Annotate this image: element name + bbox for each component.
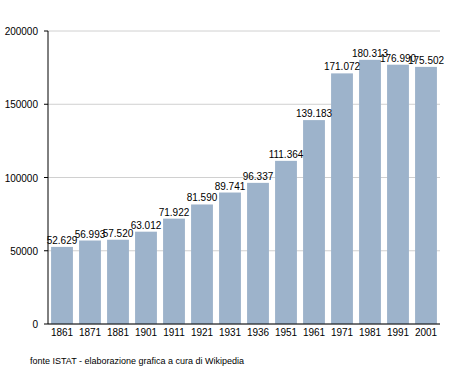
y-tick bbox=[44, 250, 48, 251]
y-tick bbox=[44, 104, 48, 105]
grid-line bbox=[48, 31, 440, 32]
chart: 0 50000 100000 150000 200000 1861 1871 1881 1901… bbox=[0, 0, 455, 373]
data-label: 57.520 bbox=[103, 228, 134, 239]
bar bbox=[359, 60, 381, 324]
bar bbox=[135, 232, 157, 324]
data-label: 52.629 bbox=[47, 235, 78, 246]
y-tick-label: 200000 bbox=[5, 26, 39, 37]
y-tick-label: 50000 bbox=[10, 246, 38, 257]
x-tick-label: 1871 bbox=[79, 327, 102, 338]
bar bbox=[415, 67, 437, 324]
data-label: 139.183 bbox=[296, 108, 333, 119]
y-tick-label: 100000 bbox=[5, 173, 39, 184]
bar bbox=[303, 120, 325, 324]
data-label: 56.993 bbox=[75, 229, 106, 240]
data-label: 171.072 bbox=[324, 61, 361, 72]
x-tick-label: 1921 bbox=[191, 327, 214, 338]
page: {"chart_data": {"type": "bar", "categori… bbox=[0, 0, 455, 373]
x-tick-label: 1951 bbox=[275, 327, 298, 338]
x-tick-label: 1936 bbox=[247, 327, 270, 338]
data-label: 71.922 bbox=[159, 207, 190, 218]
y-tick-label: 0 bbox=[32, 319, 38, 330]
x-tick-label: 1881 bbox=[107, 327, 130, 338]
x-tick-label: 1861 bbox=[51, 327, 74, 338]
y-tick bbox=[44, 177, 48, 178]
bar bbox=[219, 193, 241, 324]
bar bbox=[163, 219, 185, 324]
y-axis bbox=[48, 31, 49, 324]
bar bbox=[107, 240, 129, 324]
bar bbox=[387, 65, 409, 324]
data-label: 63.012 bbox=[131, 220, 162, 231]
x-tick-label: 1991 bbox=[387, 327, 410, 338]
data-label: 89.741 bbox=[215, 181, 246, 192]
source-note: fonte ISTAT - elaborazione grafica a cur… bbox=[30, 356, 244, 366]
grid bbox=[48, 31, 440, 324]
bars bbox=[51, 60, 437, 324]
x-tick-label: 1901 bbox=[135, 327, 158, 338]
x-tick-label: 1961 bbox=[303, 327, 326, 338]
data-label: 175.502 bbox=[408, 55, 445, 66]
y-tick-label: 150000 bbox=[5, 99, 39, 110]
bar bbox=[247, 183, 269, 324]
grid-line bbox=[48, 104, 440, 105]
bar bbox=[331, 73, 353, 324]
bar bbox=[51, 247, 73, 324]
grid-line bbox=[48, 324, 440, 325]
y-tick bbox=[44, 324, 48, 325]
bar bbox=[191, 204, 213, 324]
x-tick-label: 1981 bbox=[359, 327, 382, 338]
x-tick-label: 1971 bbox=[331, 327, 354, 338]
bar bbox=[79, 241, 101, 324]
grid-line bbox=[48, 250, 440, 251]
bar bbox=[275, 161, 297, 324]
data-label: 111.364 bbox=[269, 149, 304, 160]
y-tick bbox=[44, 31, 48, 32]
x-tick-label: 1931 bbox=[219, 327, 242, 338]
data-label: 96.337 bbox=[243, 171, 274, 182]
x-tick-label: 2001 bbox=[415, 327, 438, 338]
data-label: 81.590 bbox=[187, 192, 218, 203]
x-tick-label: 1911 bbox=[163, 327, 185, 338]
x-axis bbox=[48, 324, 440, 325]
